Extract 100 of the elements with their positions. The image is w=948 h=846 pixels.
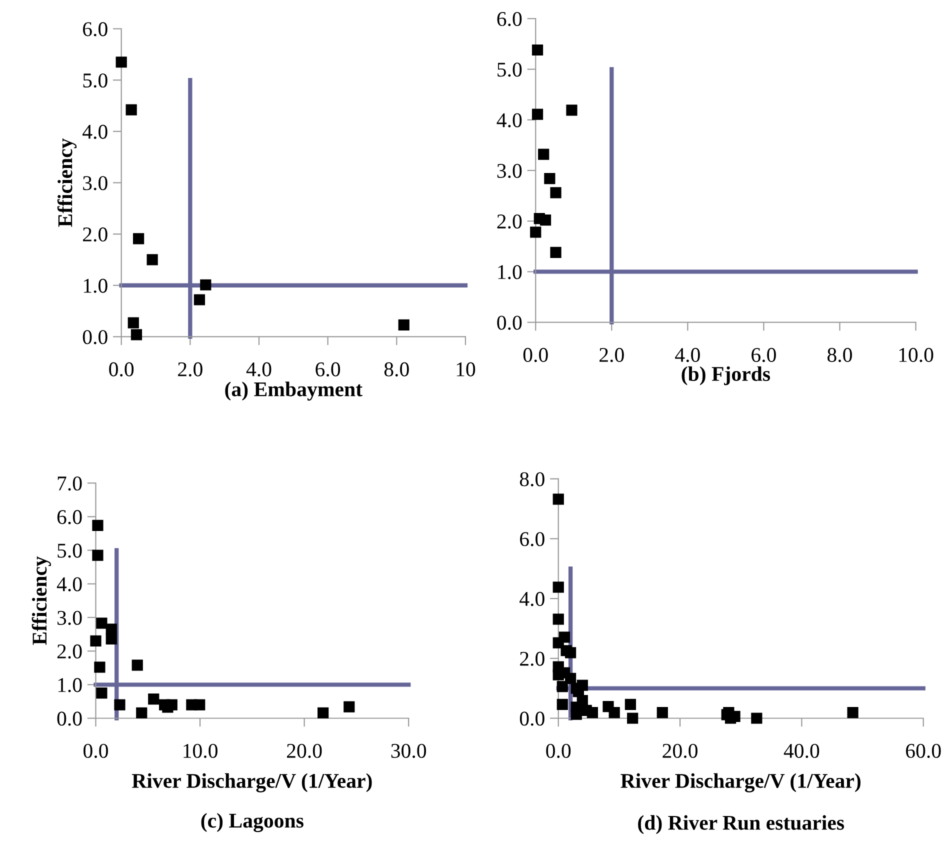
point <box>847 707 858 718</box>
x-tick-label: 10.0 <box>899 348 934 362</box>
point <box>564 647 576 658</box>
point <box>530 226 542 238</box>
x-tick-label: 40.0 <box>784 744 820 758</box>
point <box>570 708 582 720</box>
point <box>532 108 544 120</box>
point <box>538 148 550 160</box>
y-tick-label: 4.0 <box>496 113 522 128</box>
point <box>552 494 564 505</box>
x-axis-title: River Discharge/V (1/Year) <box>132 773 372 792</box>
point <box>608 707 620 718</box>
point <box>94 662 106 673</box>
y-tick-label: 1.0 <box>84 278 108 293</box>
y-tick-label: 2.0 <box>57 644 82 659</box>
point <box>132 660 143 671</box>
point <box>194 699 206 710</box>
point <box>556 680 568 692</box>
text: (d) River Run estuaries <box>638 815 844 834</box>
y-axis-title: Efficiency <box>57 138 77 227</box>
point <box>130 329 142 340</box>
x-axis-title: River Discharge/V (1/Year) <box>620 773 860 792</box>
point <box>532 44 544 56</box>
point <box>194 294 206 306</box>
y-tick-label: 3.0 <box>58 610 82 625</box>
point <box>92 550 104 561</box>
point <box>540 214 552 226</box>
point <box>132 233 144 244</box>
point <box>550 246 562 258</box>
y-tick-label: 0.0 <box>57 712 82 726</box>
point <box>624 698 636 710</box>
text: (a) Embayment <box>225 382 362 401</box>
y-tick-label: 6.0 <box>83 22 108 36</box>
point <box>550 187 562 198</box>
y-tick-label: 3.0 <box>497 164 522 178</box>
y-tick-label: 4.0 <box>82 124 108 139</box>
point <box>128 317 139 328</box>
point <box>751 712 762 724</box>
point <box>166 699 178 710</box>
x-tick-label: 60.0 <box>906 744 941 758</box>
y-tick-label: 6.0 <box>520 532 544 546</box>
point <box>116 56 127 68</box>
point <box>556 698 568 710</box>
point <box>92 520 104 531</box>
x-tick-label: 2.0 <box>600 348 624 362</box>
point <box>544 173 556 184</box>
x-tick-label: 20.0 <box>286 744 322 758</box>
y-tick-label: 7.0 <box>58 476 82 491</box>
y-tick-label: 5.0 <box>498 62 522 77</box>
y-tick-label: 5.0 <box>58 544 82 558</box>
x-tick-label: 20.0 <box>662 744 698 758</box>
point <box>96 688 108 699</box>
point <box>96 618 108 629</box>
y-tick-label: 1.0 <box>58 678 82 692</box>
x-tick-label: 30.0 <box>391 744 426 758</box>
y-tick-label: 2.0 <box>520 652 544 666</box>
x-tick-label: 6.0 <box>752 348 776 362</box>
x-tick-label: 8.0 <box>384 362 409 376</box>
y-tick-label: 6.0 <box>57 510 82 524</box>
x-tick-label: 10 <box>456 362 476 376</box>
y-tick-label: 1.0 <box>498 265 522 280</box>
point <box>90 635 102 647</box>
point <box>148 694 160 705</box>
point <box>126 104 137 116</box>
point <box>552 614 564 625</box>
point <box>106 624 117 635</box>
y-tick-label: 0.0 <box>497 316 522 330</box>
point <box>146 254 158 266</box>
point <box>656 707 668 718</box>
x-tick-label: 4.0 <box>246 362 272 376</box>
x-tick-label: 0.0 <box>546 744 571 758</box>
y-tick-label: 8.0 <box>520 472 544 486</box>
y-axis-title: Efficiency <box>32 556 51 645</box>
point <box>136 707 148 718</box>
point <box>318 707 329 718</box>
x-tick-label: 10.0 <box>184 744 218 758</box>
x-tick-label: 8.0 <box>828 348 852 362</box>
point <box>552 582 564 593</box>
y-tick-label: 4.0 <box>520 592 544 606</box>
x-tick-label: 2.0 <box>178 362 202 376</box>
point <box>200 279 212 290</box>
y-tick-label: 0.0 <box>520 712 544 726</box>
point <box>106 633 117 645</box>
y-tick-label: 2.0 <box>497 214 522 229</box>
x-tick-label: 6.0 <box>316 362 340 376</box>
point <box>398 319 410 330</box>
y-tick-label: 5.0 <box>83 73 108 88</box>
text: (c) Lagoons <box>201 813 304 832</box>
point <box>586 707 598 718</box>
y-tick-label: 2.0 <box>83 227 108 242</box>
point <box>627 712 638 724</box>
point <box>114 699 126 710</box>
x-tick-label: 0.0 <box>109 362 134 376</box>
point <box>566 104 578 116</box>
y-tick-label: 6.0 <box>497 12 522 26</box>
y-tick-label: 0.0 <box>82 330 108 344</box>
point <box>558 632 570 643</box>
x-tick-label: 4.0 <box>675 348 700 362</box>
y-tick-label: 3.0 <box>83 176 108 190</box>
y-tick-label: 4.0 <box>56 577 82 592</box>
